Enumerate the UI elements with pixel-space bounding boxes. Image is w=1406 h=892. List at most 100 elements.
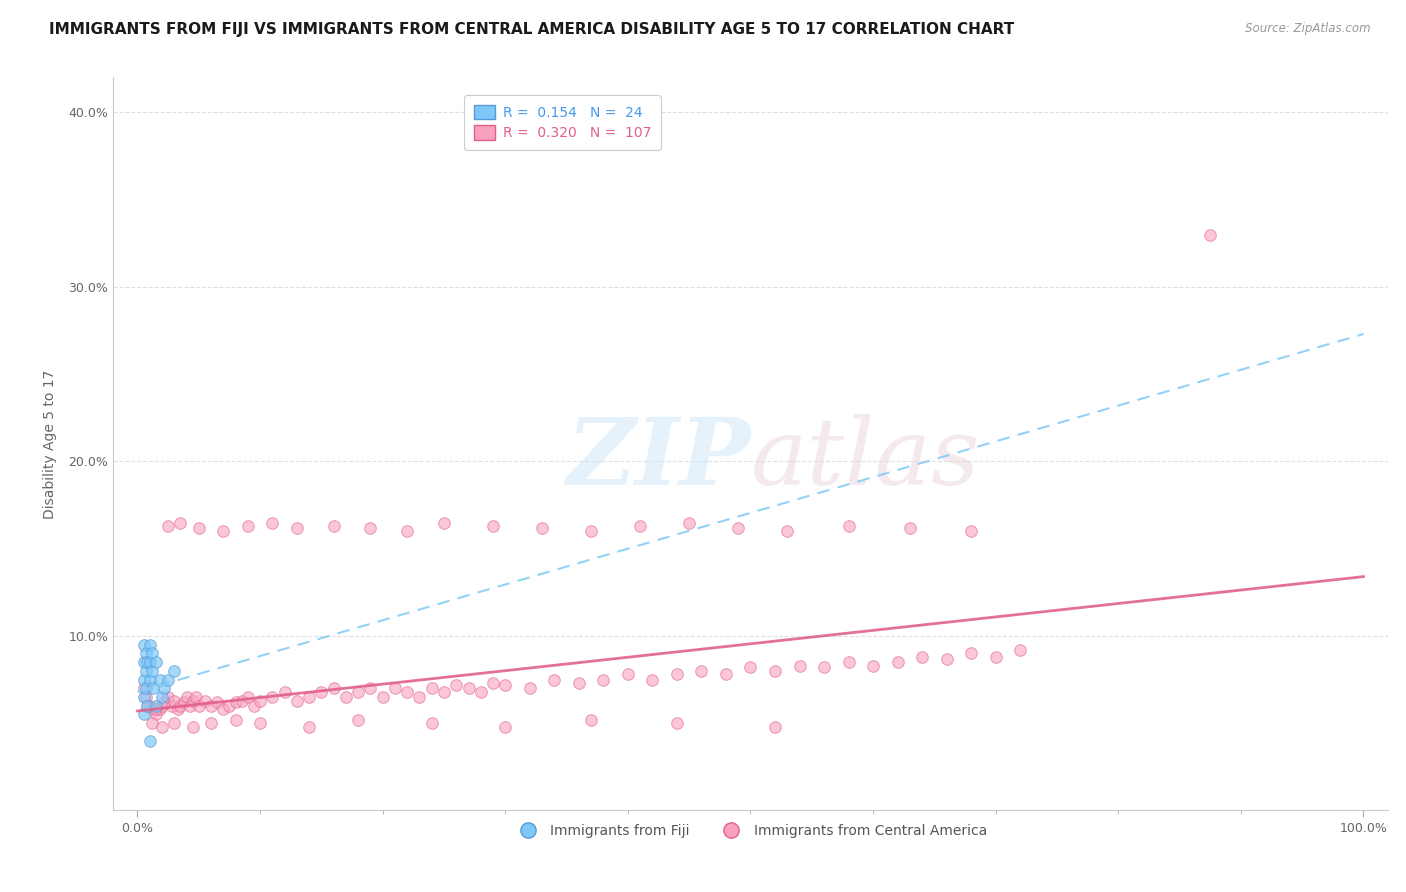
Point (181, 720, 204, 734)
Point (176, 690, 198, 704)
Point (150, 720, 173, 734)
Point (145, 707, 167, 722)
Point (420, 681, 443, 696)
Point (384, 681, 406, 696)
Point (838, 655, 860, 669)
Point (579, 713, 602, 727)
Point (157, 673, 180, 687)
Point (225, 695, 247, 709)
Point (173, 695, 195, 709)
Point (628, 519, 651, 533)
Point (249, 716, 271, 731)
Point (482, 676, 505, 690)
Point (225, 713, 247, 727)
Point (347, 713, 370, 727)
Point (470, 685, 492, 699)
Point (132, 690, 155, 704)
Point (813, 660, 835, 674)
Point (322, 519, 344, 533)
Point (145, 655, 167, 669)
Point (311, 685, 333, 699)
Point (531, 521, 554, 535)
Point (157, 519, 180, 533)
Point (136, 655, 159, 669)
Point (132, 638, 155, 652)
Point (935, 651, 957, 665)
Point (335, 690, 357, 704)
Point (157, 690, 180, 704)
Point (187, 698, 209, 713)
Point (141, 664, 163, 678)
Point (960, 647, 983, 661)
Point (690, 664, 713, 678)
Point (494, 678, 516, 692)
Text: IMMIGRANTS FROM FIJI VS IMMIGRANTS FROM CENTRAL AMERICA DISABILITY AGE 5 TO 17 C: IMMIGRANTS FROM FIJI VS IMMIGRANTS FROM … (49, 22, 1015, 37)
Point (135, 664, 157, 678)
Point (727, 521, 749, 535)
Point (298, 720, 321, 734)
Point (740, 660, 762, 674)
Point (163, 693, 186, 707)
Point (150, 698, 173, 713)
Point (446, 678, 468, 692)
Point (285, 693, 308, 707)
Point (617, 667, 640, 681)
Point (153, 695, 176, 709)
Point (273, 685, 295, 699)
Point (145, 698, 167, 713)
Point (136, 698, 159, 713)
Point (150, 690, 173, 704)
Point (298, 690, 321, 704)
Point (984, 649, 1007, 664)
Point (169, 516, 191, 530)
Point (886, 655, 908, 669)
Point (212, 524, 235, 539)
Point (212, 702, 235, 716)
Point (641, 673, 664, 687)
Point (139, 733, 162, 747)
Text: Source: ZipAtlas.com: Source: ZipAtlas.com (1246, 22, 1371, 36)
Point (519, 681, 541, 696)
Point (420, 716, 443, 731)
Point (139, 698, 162, 713)
Point (194, 693, 217, 707)
Point (665, 716, 688, 731)
Point (262, 690, 284, 704)
Point (136, 698, 159, 713)
Point (322, 681, 344, 696)
Point (160, 698, 183, 713)
Point (482, 519, 505, 533)
Point (396, 685, 419, 699)
Point (163, 716, 186, 731)
Legend: Immigrants from Fiji, Immigrants from Central America: Immigrants from Fiji, Immigrants from Ce… (509, 819, 993, 844)
Y-axis label: Disability Age 5 to 17: Disability Age 5 to 17 (44, 369, 58, 518)
Text: ZIP: ZIP (567, 414, 751, 504)
Point (132, 707, 155, 722)
Point (568, 676, 591, 690)
Point (665, 667, 688, 681)
Point (371, 690, 394, 704)
Point (396, 524, 419, 539)
Point (457, 681, 479, 696)
Point (862, 658, 884, 673)
Point (145, 702, 167, 716)
Point (592, 673, 614, 687)
Point (148, 702, 170, 716)
Point (187, 521, 209, 535)
Point (838, 519, 860, 533)
Point (359, 521, 381, 535)
Point (200, 716, 222, 731)
Point (139, 655, 162, 669)
Point (135, 690, 157, 704)
Point (163, 664, 186, 678)
Point (262, 516, 284, 530)
Point (494, 720, 516, 734)
Point (231, 693, 253, 707)
Point (139, 673, 162, 687)
Point (205, 695, 228, 709)
Point (776, 524, 799, 539)
Point (543, 673, 565, 687)
Point (181, 693, 204, 707)
Point (132, 673, 155, 687)
Point (141, 716, 163, 731)
